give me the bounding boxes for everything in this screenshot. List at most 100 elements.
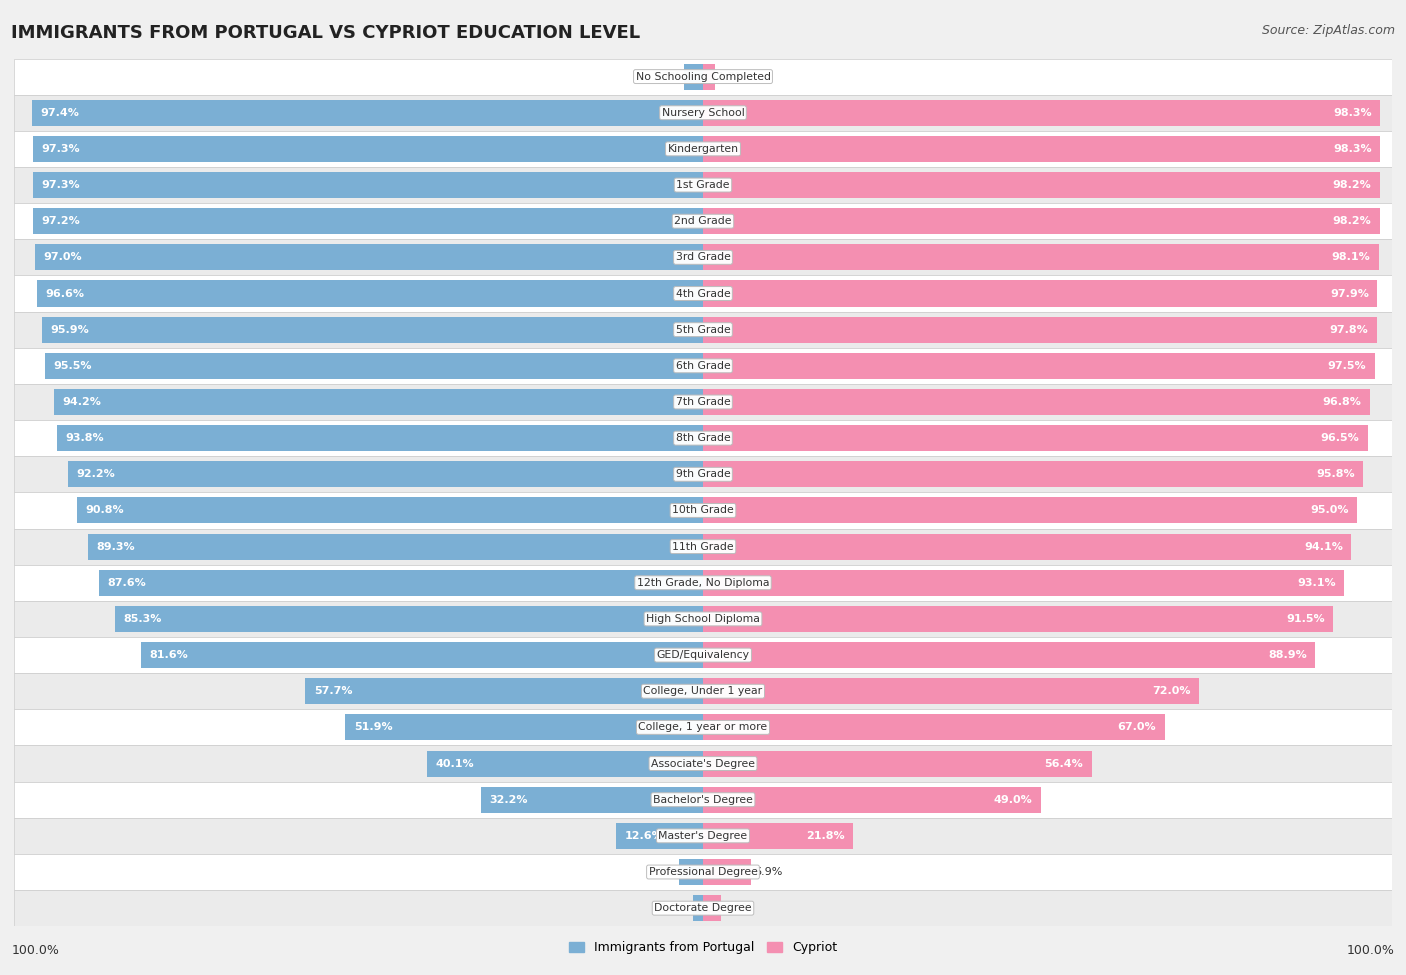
Text: Bachelor's Degree: Bachelor's Degree <box>652 795 754 804</box>
Bar <box>481 787 703 813</box>
Bar <box>346 715 703 740</box>
Bar <box>34 209 703 234</box>
Text: 100.0%: 100.0% <box>11 945 59 957</box>
Bar <box>53 389 703 415</box>
Bar <box>703 895 721 921</box>
Bar <box>45 353 703 379</box>
Bar <box>56 425 703 451</box>
Text: IMMIGRANTS FROM PORTUGAL VS CYPRIOT EDUCATION LEVEL: IMMIGRANTS FROM PORTUGAL VS CYPRIOT EDUC… <box>11 24 640 42</box>
Text: 97.3%: 97.3% <box>41 144 80 154</box>
Text: 21.8%: 21.8% <box>806 831 845 840</box>
Text: 97.9%: 97.9% <box>1330 289 1369 298</box>
Bar <box>703 172 1379 198</box>
Bar <box>703 605 1333 632</box>
Text: 8th Grade: 8th Grade <box>676 433 730 444</box>
Text: 40.1%: 40.1% <box>434 759 474 768</box>
Bar <box>703 425 1368 451</box>
Text: GED/Equivalency: GED/Equivalency <box>657 650 749 660</box>
Text: 6th Grade: 6th Grade <box>676 361 730 370</box>
Bar <box>703 245 1379 270</box>
Bar <box>14 492 1392 528</box>
Text: 93.1%: 93.1% <box>1298 578 1336 588</box>
Text: 98.3%: 98.3% <box>1333 144 1372 154</box>
Bar <box>703 209 1379 234</box>
Bar <box>703 533 1351 560</box>
Bar <box>32 136 703 162</box>
Text: Kindergarten: Kindergarten <box>668 144 738 154</box>
Bar <box>616 823 703 849</box>
Text: 92.2%: 92.2% <box>76 469 115 480</box>
Bar <box>32 99 703 126</box>
Text: Associate's Degree: Associate's Degree <box>651 759 755 768</box>
Text: High School Diploma: High School Diploma <box>647 614 759 624</box>
Text: 1.7%: 1.7% <box>718 71 747 82</box>
Text: No Schooling Completed: No Schooling Completed <box>636 71 770 82</box>
Text: 1.5%: 1.5% <box>661 903 689 914</box>
Text: 93.8%: 93.8% <box>65 433 104 444</box>
Text: 72.0%: 72.0% <box>1153 686 1191 696</box>
Bar <box>685 63 703 90</box>
Bar <box>703 63 714 90</box>
Bar <box>14 420 1392 456</box>
Text: 100.0%: 100.0% <box>1347 945 1395 957</box>
Text: 98.1%: 98.1% <box>1331 253 1371 262</box>
Text: 4th Grade: 4th Grade <box>676 289 730 298</box>
Text: 90.8%: 90.8% <box>86 505 124 516</box>
Bar <box>14 746 1392 782</box>
Bar <box>14 131 1392 167</box>
Bar <box>703 389 1369 415</box>
Bar <box>100 569 703 596</box>
Text: 97.3%: 97.3% <box>41 180 80 190</box>
Text: 81.6%: 81.6% <box>149 650 188 660</box>
Text: Professional Degree: Professional Degree <box>648 867 758 878</box>
Bar <box>87 533 703 560</box>
Bar <box>38 281 703 306</box>
Text: 10th Grade: 10th Grade <box>672 505 734 516</box>
Bar <box>305 679 703 704</box>
Bar <box>35 245 703 270</box>
Text: 97.0%: 97.0% <box>44 253 82 262</box>
Text: 12th Grade, No Diploma: 12th Grade, No Diploma <box>637 578 769 588</box>
Text: 97.2%: 97.2% <box>42 216 80 226</box>
Text: 2.6%: 2.6% <box>724 903 752 914</box>
Bar <box>703 281 1378 306</box>
Text: 97.8%: 97.8% <box>1330 325 1368 334</box>
Text: 1st Grade: 1st Grade <box>676 180 730 190</box>
Text: 98.3%: 98.3% <box>1333 107 1372 118</box>
Text: Master's Degree: Master's Degree <box>658 831 748 840</box>
Bar <box>14 601 1392 637</box>
Text: 89.3%: 89.3% <box>96 541 135 552</box>
Bar <box>141 643 703 668</box>
Text: 97.4%: 97.4% <box>41 107 79 118</box>
Bar <box>703 99 1381 126</box>
Bar <box>115 605 703 632</box>
Text: 7th Grade: 7th Grade <box>676 397 730 407</box>
Text: Nursery School: Nursery School <box>662 107 744 118</box>
Bar <box>14 239 1392 275</box>
Bar <box>32 172 703 198</box>
Legend: Immigrants from Portugal, Cypriot: Immigrants from Portugal, Cypriot <box>564 936 842 959</box>
Text: 67.0%: 67.0% <box>1118 722 1156 732</box>
Text: Doctorate Degree: Doctorate Degree <box>654 903 752 914</box>
Bar <box>14 565 1392 601</box>
Bar <box>14 95 1392 131</box>
Text: 2nd Grade: 2nd Grade <box>675 216 731 226</box>
Text: 49.0%: 49.0% <box>994 795 1032 804</box>
Bar <box>14 782 1392 818</box>
Bar <box>703 715 1164 740</box>
Text: 95.0%: 95.0% <box>1310 505 1350 516</box>
Text: Source: ZipAtlas.com: Source: ZipAtlas.com <box>1261 24 1395 37</box>
Bar <box>14 528 1392 565</box>
Text: 95.9%: 95.9% <box>51 325 90 334</box>
Bar <box>703 353 1375 379</box>
Bar <box>14 456 1392 492</box>
Bar <box>703 643 1316 668</box>
Text: 91.5%: 91.5% <box>1286 614 1324 624</box>
Text: 12.6%: 12.6% <box>624 831 664 840</box>
Text: 32.2%: 32.2% <box>489 795 527 804</box>
Bar <box>42 317 703 342</box>
Text: 51.9%: 51.9% <box>354 722 392 732</box>
Text: 3.5%: 3.5% <box>647 867 675 878</box>
Text: 85.3%: 85.3% <box>124 614 162 624</box>
Text: 96.8%: 96.8% <box>1323 397 1361 407</box>
